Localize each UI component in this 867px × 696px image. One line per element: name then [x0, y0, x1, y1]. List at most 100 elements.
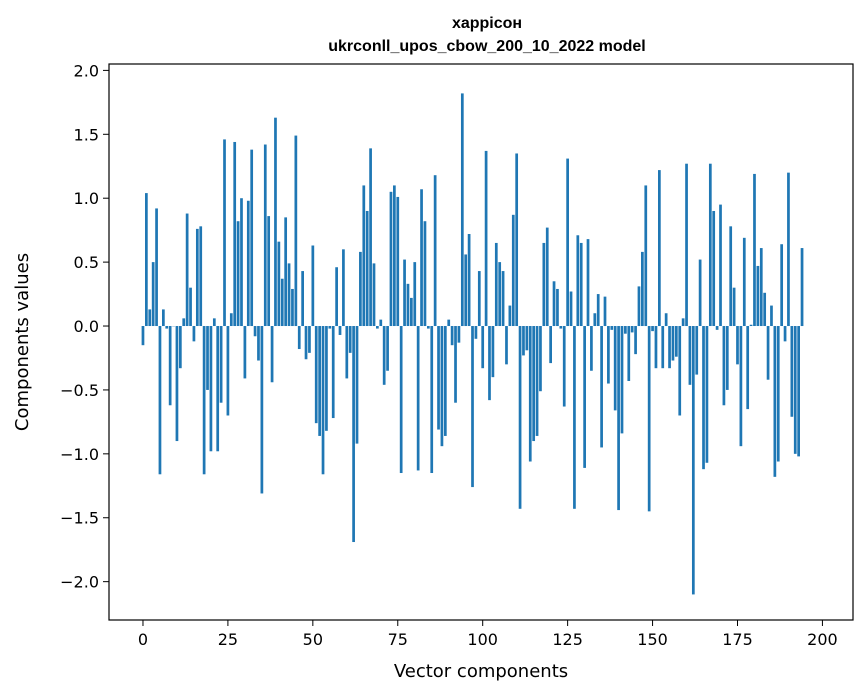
bar-125	[566, 158, 569, 327]
bar-82	[420, 189, 423, 327]
bar-65	[362, 185, 366, 327]
x-tick-label: 150	[637, 630, 668, 649]
bar-24	[223, 139, 226, 327]
bar-48	[304, 326, 308, 360]
bar-12	[182, 318, 186, 327]
bar-80	[413, 262, 417, 327]
bar-26	[229, 313, 233, 327]
bar-81	[416, 326, 420, 471]
bar-183	[763, 292, 767, 327]
bar-179	[749, 324, 753, 327]
bar-102	[488, 326, 491, 401]
bar-3	[151, 262, 155, 327]
bar-185	[770, 305, 773, 327]
bar-16	[195, 228, 199, 327]
bar-160	[685, 163, 688, 327]
bar-92	[454, 326, 457, 403]
bar-175	[736, 326, 739, 365]
y-axis-label: Components values	[12, 253, 33, 431]
bar-90	[447, 319, 451, 327]
bar-101	[484, 150, 488, 327]
bar-97	[471, 326, 474, 488]
bar-103	[491, 326, 495, 378]
bar-57	[335, 267, 338, 327]
bar-70	[379, 319, 383, 327]
bar-85	[430, 326, 434, 474]
bar-120	[549, 326, 552, 364]
bar-148	[644, 185, 648, 327]
bar-22	[216, 326, 220, 452]
plot-frame	[108, 63, 854, 621]
bar-105	[498, 262, 502, 327]
bar-71	[382, 326, 386, 385]
bar-14	[189, 287, 192, 327]
bar-167	[708, 163, 712, 327]
bar-21	[212, 318, 216, 327]
bar-61	[348, 326, 352, 353]
bar-184	[766, 326, 770, 380]
bar-194	[800, 248, 804, 327]
y-tick-label: 1.0	[74, 189, 99, 208]
y-tick-label: −2.0	[60, 573, 99, 592]
bar-0	[141, 326, 145, 346]
bar-178	[746, 326, 750, 410]
y-tick-label: 1.5	[74, 125, 99, 144]
bar-79	[410, 297, 413, 327]
bar-18	[202, 326, 206, 475]
bar-135	[600, 326, 603, 448]
bar-188	[780, 244, 784, 327]
bar-55	[328, 326, 332, 329]
bar-56	[331, 326, 335, 419]
bar-158	[678, 326, 682, 416]
bar-187	[776, 326, 780, 462]
bar-159	[681, 318, 685, 327]
x-tick-label: 200	[807, 630, 838, 649]
x-tick-label: 50	[303, 630, 323, 649]
bar-15	[192, 326, 196, 342]
bar-186	[773, 326, 777, 477]
bar-76	[399, 326, 403, 474]
bar-165	[702, 326, 705, 470]
bar-157	[674, 326, 678, 357]
bar-11	[178, 326, 182, 369]
bar-162	[691, 326, 695, 595]
bar-32	[250, 149, 254, 327]
bar-69	[376, 326, 379, 329]
bar-129	[579, 242, 583, 327]
bar-113	[525, 326, 529, 351]
bar-116	[535, 326, 539, 436]
bar-35	[260, 326, 264, 494]
bar-145	[634, 326, 637, 355]
bar-13	[185, 213, 189, 327]
bar-108	[508, 305, 512, 327]
bar-49	[308, 326, 311, 353]
bar-114	[528, 326, 532, 462]
bar-191	[790, 326, 794, 417]
bar-88	[440, 326, 444, 447]
bar-174	[732, 287, 736, 327]
bar-141	[620, 326, 624, 434]
bar-166	[705, 326, 709, 463]
bar-122	[556, 288, 559, 327]
y-tick-label: 0.0	[74, 317, 99, 336]
bar-72	[386, 326, 389, 371]
bar-36	[263, 144, 267, 327]
bar-10	[175, 326, 179, 442]
bar-123	[559, 326, 563, 329]
bar-142	[624, 326, 627, 334]
bar-5	[158, 326, 162, 475]
bar-124	[562, 326, 566, 407]
bar-112	[522, 326, 525, 356]
bar-100	[481, 326, 485, 369]
bar-77	[403, 259, 406, 327]
bar-136	[603, 296, 607, 327]
bar-20	[209, 326, 213, 452]
bar-163	[695, 326, 699, 375]
bar-154	[664, 313, 668, 327]
chart-title: хаppiсон	[452, 15, 522, 32]
bar-7	[165, 326, 169, 329]
bar-171	[722, 326, 726, 406]
bar-59	[342, 249, 345, 327]
bar-150	[651, 326, 654, 332]
